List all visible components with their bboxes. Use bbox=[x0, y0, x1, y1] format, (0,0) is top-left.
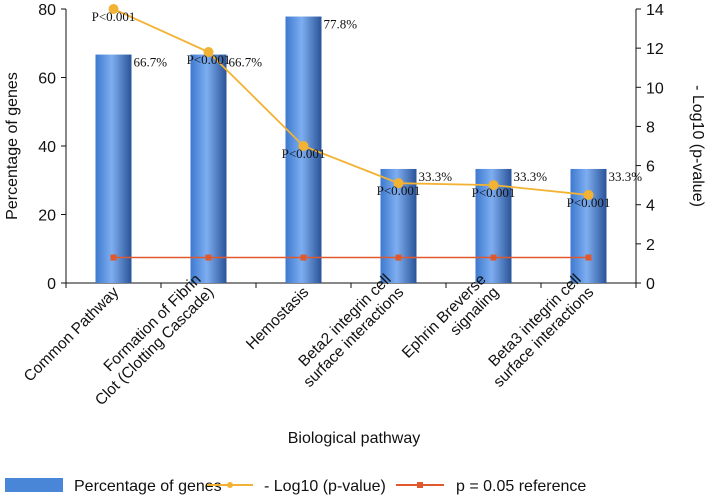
pvalue-point bbox=[583, 189, 594, 200]
bar bbox=[95, 54, 132, 283]
pvalue-line bbox=[113, 8, 589, 196]
legend-label-bars: Percentage of genes bbox=[74, 478, 222, 495]
bar-value-label: 33.3% bbox=[514, 169, 548, 184]
pvalue-label: P<0.001 bbox=[92, 9, 136, 24]
pvalue-point bbox=[203, 47, 214, 58]
pvalue-label: P<0.001 bbox=[567, 195, 611, 210]
pvalue-label: P<0.001 bbox=[377, 183, 421, 198]
category-label-line: Hemostasis bbox=[243, 284, 312, 353]
category-label: Hemostasis bbox=[243, 284, 312, 353]
pvalue-point bbox=[393, 178, 404, 189]
reference-point bbox=[490, 254, 497, 261]
y-left-tick-label: 80 bbox=[38, 2, 56, 19]
y-right-tick-label: 14 bbox=[646, 2, 664, 19]
bar bbox=[190, 54, 227, 283]
y-right-tick-label: 4 bbox=[646, 198, 655, 215]
pvalue-label: P<0.001 bbox=[282, 146, 326, 161]
y-left-tick-label: 60 bbox=[38, 71, 56, 88]
y-right-tick-label: 6 bbox=[646, 159, 655, 176]
pvalue-point bbox=[298, 141, 309, 151]
pvalue-point bbox=[488, 180, 499, 191]
y-left-tick-label: 40 bbox=[38, 139, 56, 156]
bar-value-label: 66.7% bbox=[134, 55, 168, 70]
reference-point bbox=[300, 254, 307, 261]
reference-point bbox=[205, 254, 212, 261]
pvalue-point bbox=[108, 4, 119, 14]
y-right-tick-label: 0 bbox=[646, 276, 655, 293]
y-axis-left-title: Percentage of genes bbox=[4, 72, 21, 220]
y-right-tick-label: 2 bbox=[646, 237, 655, 254]
legend: Percentage of genes - Log10 (p-value) p … bbox=[5, 478, 586, 495]
y-axis-right-title: - Log10 (p-value) bbox=[689, 85, 706, 207]
legend-label-reference: p = 0.05 reference bbox=[456, 478, 586, 495]
legend-swatch-reference-marker bbox=[417, 482, 423, 488]
bar-value-label: 77.8% bbox=[324, 17, 358, 32]
bar-value-label: 33.3% bbox=[419, 169, 453, 184]
bar bbox=[570, 168, 607, 283]
reference-point bbox=[585, 254, 592, 261]
y-left-tick-label: 0 bbox=[47, 276, 56, 293]
y-left-tick-label: 20 bbox=[38, 208, 56, 225]
reference-point bbox=[395, 254, 402, 261]
lines bbox=[108, 4, 594, 261]
reference-point bbox=[110, 254, 117, 261]
legend-swatch-bars bbox=[5, 478, 63, 492]
y-right-tick-label: 10 bbox=[646, 80, 664, 97]
legend-label-pvalue: - Log10 (p-value) bbox=[264, 478, 386, 495]
axes: 0 20 40 60 80 0 2 4 6 8 10 12 14 bbox=[38, 2, 664, 293]
pvalue-label: P<0.001 bbox=[472, 185, 516, 200]
y-right-tick-label: 8 bbox=[646, 119, 655, 136]
bars bbox=[95, 16, 607, 283]
data-labels: 66.7% 66.7%77.8%33.3% 33.3% 33.3%P<0.001P<0… bbox=[92, 9, 643, 210]
bar-value-label: 66.7% bbox=[229, 55, 263, 70]
pvalue-label: P<0.001 bbox=[187, 52, 231, 67]
legend-swatch-pvalue-marker bbox=[227, 482, 233, 488]
bar-value-label: 33.3% bbox=[609, 169, 643, 184]
x-axis-title: Biological pathway bbox=[288, 430, 421, 447]
y-right-tick-label: 12 bbox=[646, 41, 664, 58]
